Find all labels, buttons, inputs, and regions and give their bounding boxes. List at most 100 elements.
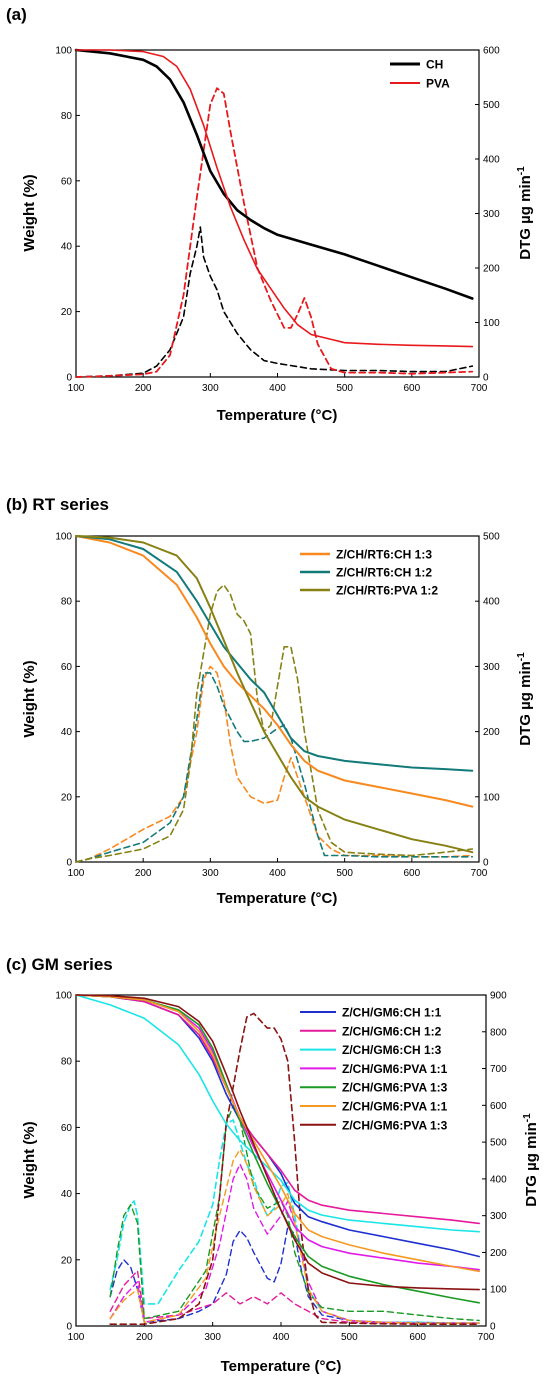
legend-label: Z/CH/GM6:PVA 1:1 xyxy=(342,1100,448,1114)
panel-a-label: (a) xyxy=(6,5,27,24)
x-tick-label: 200 xyxy=(136,1332,153,1343)
y-tick-label: 80 xyxy=(61,1057,73,1068)
y2-tick-label: 200 xyxy=(483,264,500,275)
x-tick-label: 400 xyxy=(273,1332,290,1343)
panel-a-plot-frame xyxy=(75,49,480,378)
x-tick-label: 100 xyxy=(68,1332,85,1343)
legend-label: Z/CH/GM6:CH 1:1 xyxy=(342,1006,442,1020)
y2-tick-label: 500 xyxy=(490,1138,507,1149)
panel-b-ylabel: Weight (%) xyxy=(21,660,38,737)
dtg-curve xyxy=(109,1270,480,1324)
y2-tick-label: 100 xyxy=(483,792,500,803)
y2-tick-label: 100 xyxy=(483,318,500,329)
y-tick-label: 60 xyxy=(61,662,73,673)
x-tick-label: 700 xyxy=(471,868,488,879)
y2-tick-label: 800 xyxy=(490,1027,507,1038)
y2-tick-label: 200 xyxy=(483,727,500,738)
y-tick-label: 80 xyxy=(61,597,73,608)
panel-c-xlabel: Temperature (°C) xyxy=(221,1358,342,1375)
y-tick-label: 100 xyxy=(55,991,72,1002)
x-tick-label: 400 xyxy=(269,383,286,394)
y2-tick-label: 400 xyxy=(490,1174,507,1185)
dtg-curve xyxy=(109,1104,480,1322)
panel-a: (a) 100 200 300 400 500 600 700020406080100010… xyxy=(6,5,534,424)
legend-label: PVA xyxy=(426,77,450,91)
panel-c-ylabel: Weight (%) xyxy=(21,1121,38,1198)
y-tick-label: 40 xyxy=(61,727,73,738)
y2-tick-label: 600 xyxy=(483,46,500,57)
panel-a-ylabel: Weight (%) xyxy=(21,174,38,251)
dtg-curve xyxy=(75,226,474,378)
y2-tick-label: 400 xyxy=(483,155,500,166)
y-tick-label: 60 xyxy=(61,176,73,187)
dtg-curve xyxy=(75,584,474,863)
panel-c: (c) GM series 100 200 300 400 500 600 70002040… xyxy=(6,955,540,1375)
x-tick-label: 600 xyxy=(409,1332,426,1343)
y-tick-label: 40 xyxy=(61,242,73,253)
panel-c-ticks: 100 200 300 400 500 600 7000204060801000100200… xyxy=(55,991,507,1344)
panel-b-ticks: 100 200 300 400 500 600 7000204060801000100200… xyxy=(55,532,500,880)
weight-curve xyxy=(75,994,481,1291)
x-tick-label: 300 xyxy=(202,868,219,879)
panel-a-series xyxy=(74,48,474,378)
panel-c-legend: Z/CH/GM6:CH 1:1 Z/CH/GM6:CH 1:2 Z/CH/GM6:C… xyxy=(300,1006,448,1132)
y2-tick-label: 500 xyxy=(483,100,500,111)
panel-b-series xyxy=(75,535,474,863)
dtg-curve xyxy=(109,1012,481,1325)
panel-c-y2label: DTG µg min-1 xyxy=(522,1113,540,1207)
y2-tick-label: 0 xyxy=(490,1322,496,1333)
weight-curve xyxy=(75,994,481,1304)
legend-label: Z/CH/RT6:PVA 1:2 xyxy=(336,584,438,598)
dtg-curve xyxy=(109,1148,480,1324)
x-tick-label: 700 xyxy=(478,1332,495,1343)
y-tick-label: 0 xyxy=(66,858,72,869)
legend-label: Z/CH/RT6:CH 1:3 xyxy=(336,548,432,562)
panel-a-y2label: DTG µg min-1 xyxy=(516,166,534,260)
legend-label: Z/CH/GM6:CH 1:2 xyxy=(342,1024,442,1038)
panel-c-label: (c) GM series xyxy=(6,955,113,974)
y2-tick-label: 100 xyxy=(490,1285,507,1296)
panel-b-label: (b) RT series xyxy=(6,495,109,514)
y2-tick-label: 0 xyxy=(483,858,489,869)
y2-tick-label: 200 xyxy=(490,1248,507,1259)
legend-label: Z/CH/GM6:PVA 1:3 xyxy=(342,1081,448,1095)
weight-curve xyxy=(75,535,474,854)
y2-tick-label: 300 xyxy=(483,209,500,220)
x-tick-label: 100 xyxy=(68,868,85,879)
panel-a-xlabel: Temperature (°C) xyxy=(217,407,338,424)
x-tick-label: 100 xyxy=(68,383,85,394)
y2-tick-label: 700 xyxy=(490,1064,507,1075)
panel-b-y2label: DTG µg min-1 xyxy=(516,652,534,746)
y2-tick-label: 300 xyxy=(490,1211,507,1222)
x-tick-label: 600 xyxy=(403,383,420,394)
weight-curve xyxy=(75,994,481,1233)
y2-tick-label: 600 xyxy=(490,1101,507,1112)
panel-a-legend: CH PVA xyxy=(390,58,450,91)
x-tick-label: 400 xyxy=(269,868,286,879)
y-tick-label: 0 xyxy=(66,373,72,384)
y2-tick-label: 300 xyxy=(483,662,500,673)
x-tick-label: 500 xyxy=(336,383,353,394)
x-tick-label: 300 xyxy=(204,1332,221,1343)
x-tick-label: 200 xyxy=(135,383,152,394)
y2-tick-label: 900 xyxy=(490,991,507,1002)
panel-c-series xyxy=(75,994,481,1325)
x-tick-label: 700 xyxy=(471,383,488,394)
x-tick-label: 500 xyxy=(336,868,353,879)
dtg-curve xyxy=(75,87,474,378)
y2-tick-label: 400 xyxy=(483,597,500,608)
weight-curve xyxy=(75,994,481,1225)
dtg-curve xyxy=(75,665,474,863)
y-tick-label: 0 xyxy=(66,1322,72,1333)
weight-curve xyxy=(75,49,474,348)
weight-curve xyxy=(75,535,474,772)
panel-b: (b) RT series 100 200 300 400 500 600 70002040… xyxy=(6,495,534,907)
weight-curve xyxy=(74,48,474,300)
legend-label: Z/CH/GM6:PVA 1:1 xyxy=(342,1062,448,1076)
y-tick-label: 20 xyxy=(61,1255,73,1266)
legend-label: Z/CH/GM6:CH 1:3 xyxy=(342,1043,442,1057)
legend-label: CH xyxy=(426,58,443,72)
weight-curve xyxy=(75,535,474,808)
dtg-curve xyxy=(109,1163,480,1324)
